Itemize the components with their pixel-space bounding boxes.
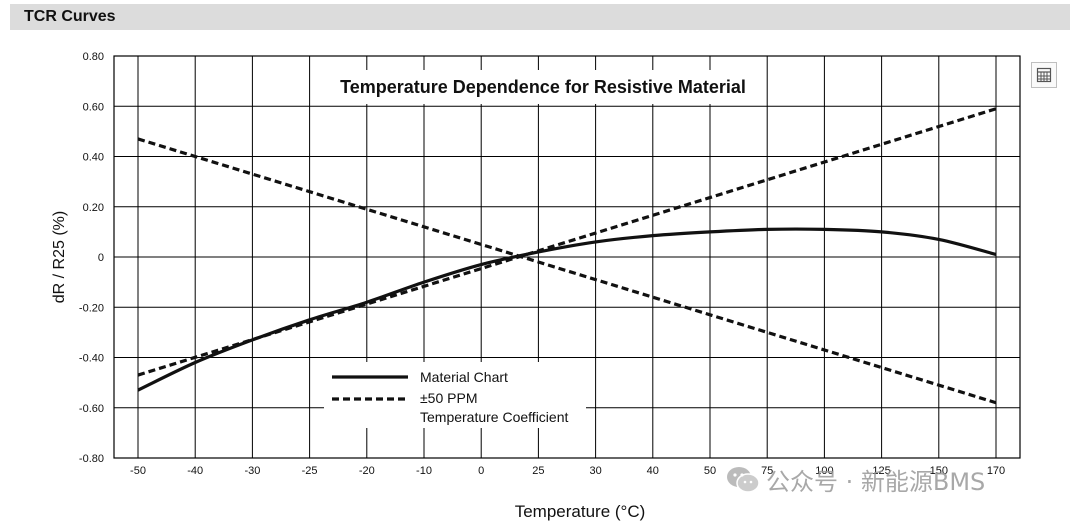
section-header-bar: TCR Curves — [10, 4, 1070, 30]
x-tick-label: 75 — [761, 465, 773, 477]
y-tick-label: -0.80 — [79, 453, 104, 465]
y-tick-label: 0.60 — [83, 101, 104, 113]
x-tick-label: -40 — [187, 465, 203, 477]
y-tick-label: 0.40 — [83, 152, 104, 164]
wechat-logo-icon — [727, 466, 760, 493]
legend-bg — [324, 362, 586, 428]
series-line-1 — [137, 107, 997, 377]
x-tick-label: -10 — [416, 465, 432, 477]
legend-label-ppm: ±50 PPM — [420, 390, 477, 406]
y-tick-label: 0.80 — [83, 51, 104, 63]
y-tick-label: -0.20 — [79, 302, 104, 314]
section-title: TCR Curves — [24, 8, 116, 25]
x-tick-label: 170 — [987, 465, 1005, 477]
legend-label-coefficient: Temperature Coefficient — [420, 409, 568, 425]
y-tick-label: -0.40 — [79, 353, 104, 365]
chart-title-bg — [322, 70, 766, 104]
series-line-2 — [137, 137, 997, 405]
x-tick-label: 30 — [589, 465, 601, 477]
y-axis-label: dR / R25 (%) — [51, 211, 68, 303]
watermark-text: 公众号 · 新能源BMS — [766, 468, 986, 496]
x-tick-label: 0 — [478, 465, 484, 477]
x-tick-label: -50 — [130, 465, 146, 477]
y-tick-label: 0 — [98, 252, 104, 264]
x-tick-label: -20 — [359, 465, 375, 477]
chart-title: Temperature Dependence for Resistive Mat… — [340, 77, 746, 97]
series-line-0 — [137, 227, 997, 392]
x-tick-label: 25 — [532, 465, 544, 477]
x-tick-label: 100 — [815, 465, 833, 477]
expand-icon[interactable] — [1031, 62, 1057, 88]
x-tick-label: 40 — [647, 465, 659, 477]
x-tick-label: -25 — [302, 465, 318, 477]
watermark: 公众号 · 新能源BMS — [726, 462, 985, 497]
x-tick-label: 50 — [704, 465, 716, 477]
x-tick-label: -30 — [244, 465, 260, 477]
x-axis-label: Temperature (°C) — [515, 502, 646, 521]
legend-label-material: Material Chart — [420, 369, 508, 385]
x-tick-label: 150 — [930, 465, 948, 477]
expand-icon-glyph — [1036, 67, 1052, 83]
y-tick-label: 0.20 — [83, 202, 104, 214]
y-tick-label: -0.60 — [79, 403, 104, 415]
x-tick-label: 125 — [872, 465, 890, 477]
